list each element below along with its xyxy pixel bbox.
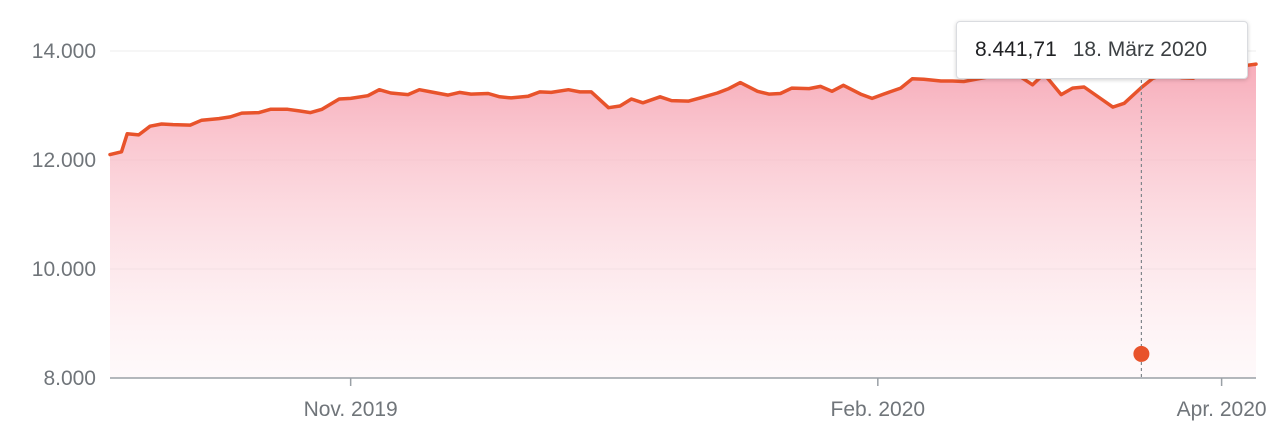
price-line	[108, 62, 1258, 157]
price-tooltip: 8.441,71 18. März 2020	[956, 21, 1248, 79]
y-tick-label: 12.000	[32, 149, 96, 172]
y-tick-label: 14.000	[32, 40, 96, 63]
price-area-fill	[110, 64, 1256, 378]
tooltip-value: 8.441,71	[975, 38, 1057, 61]
x-tick-label: Apr. 2020	[1177, 398, 1267, 421]
tooltip-date: 18. März 2020	[1072, 38, 1207, 61]
x-axis: Nov. 2019 Feb. 2020 Apr. 2020	[304, 378, 1267, 421]
y-tick-label: 8.000	[43, 367, 96, 390]
x-tick-label: Feb. 2020	[831, 398, 926, 421]
highlight-point[interactable]	[1133, 345, 1150, 362]
x-tick-label: Nov. 2019	[304, 398, 398, 421]
y-tick-label: 10.000	[32, 258, 96, 281]
y-axis: 8.000 10.000 12.000 14.000	[32, 40, 96, 390]
